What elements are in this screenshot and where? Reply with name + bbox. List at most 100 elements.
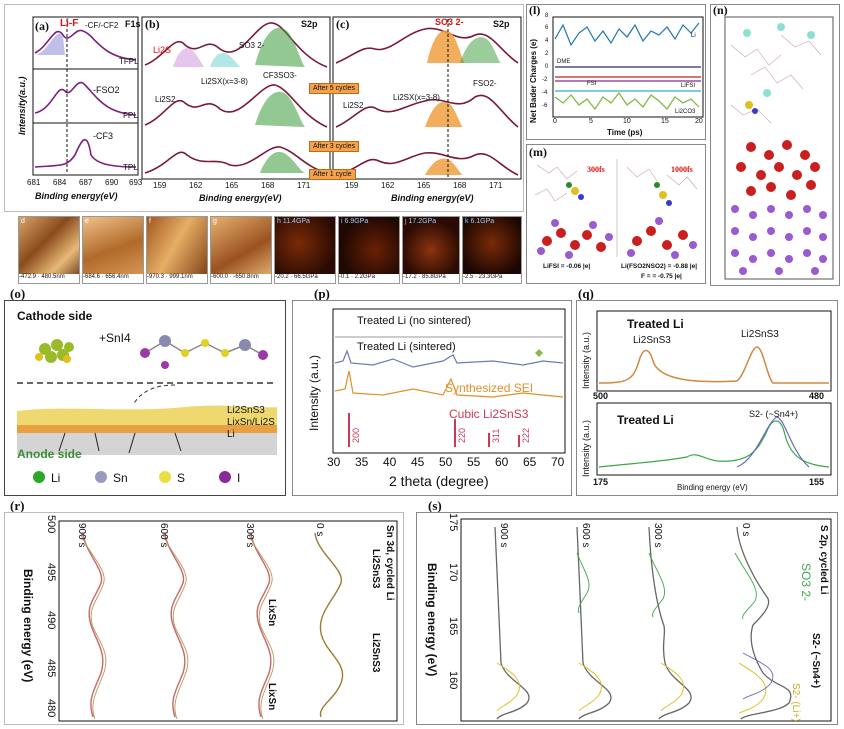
s-title: S 2p, cycled Li: [818, 525, 829, 595]
peak-cf3so3-label: CF3SO3-: [263, 71, 297, 80]
legend-sn: Sn: [113, 471, 128, 485]
afm-label-h: h 11.4GPa: [277, 218, 310, 225]
peak-lif-label: Li-F: [60, 18, 79, 29]
panel-l-ytick-2: 4: [545, 38, 549, 44]
q-bottom-title: Treated Li: [617, 413, 674, 427]
peak-so3-c-label: SO3 2-: [435, 17, 464, 27]
afm-scale-h: -20.2 · 66.5GPa: [275, 274, 335, 283]
s-time-0: 0 s: [740, 523, 751, 537]
s-ylabel: Binding energy (eV): [425, 563, 439, 677]
s-peak-so3: SO3 2-: [799, 563, 813, 602]
panel-b-xtick-1: 162: [189, 181, 203, 190]
xrd-ylabel: Intensity (a.u.): [307, 354, 321, 431]
xps-treated-graphics: [596, 310, 832, 476]
r-ytick-3: 485: [45, 659, 57, 678]
panel-s-label: (s): [428, 498, 442, 513]
legend-i: I: [237, 471, 241, 485]
panel-c-label: (c): [336, 17, 350, 31]
panel-c-xtick-2: 165: [417, 181, 431, 190]
s-ytick-2: 165: [447, 617, 459, 636]
afm-label-f: f: [149, 218, 151, 225]
xrd-xlabel: 2 theta (degree): [389, 473, 489, 489]
r-time-900: 900 s: [76, 523, 87, 548]
afm-image-j: j 17.2GPa -17.2 · 85.8GPa: [402, 216, 460, 284]
panel-m-label: (m): [529, 145, 547, 159]
q-bottom-xtick-0: 175: [593, 477, 609, 487]
sn3d-graphics: [58, 520, 398, 722]
xrd-trace-no-sinter: Treated Li (no sintered): [357, 315, 471, 327]
xrd-xtick-8: 70: [551, 455, 565, 469]
panel-p-label: (p): [314, 286, 330, 301]
panel-l-xtick-0: 0: [553, 118, 557, 125]
r-ytick-1: 495: [45, 563, 57, 582]
panel-a-xtick-2: 687: [79, 178, 93, 187]
r-time-600: 600 s: [158, 523, 169, 548]
panel-l-xlabel: Time (ps): [607, 128, 643, 137]
panel-l-ytick-3: 2: [545, 51, 549, 57]
q-ylabel-bottom: Intensity (a.u.): [581, 419, 591, 477]
md-caption-right: Li(FSO2NSO2) = -0.88 |e|: [621, 263, 698, 270]
md-slab-graphics: [724, 16, 834, 280]
r-title: Sn 3d, cycled Li: [384, 525, 395, 601]
panel-b-core: S2p: [301, 19, 318, 29]
xrd-xtick-1: 35: [355, 455, 369, 469]
md-snapshot-graphics: [534, 159, 698, 259]
s-peak-s2-li: S2- (Li+): [790, 683, 801, 722]
afm-image-i: i 6.9GPa -0.1 · 2.2GPa: [338, 216, 400, 284]
peak-li2s-label: Li2S: [153, 45, 172, 55]
bader-graphics: [552, 16, 704, 118]
s-ytick-1: 170: [447, 563, 459, 582]
panel-l-xtick-4: 20: [695, 118, 703, 125]
afm-image-d: d -472.9 · 480.5nm: [18, 216, 80, 284]
afm-label-d: d: [21, 218, 25, 225]
xrd-xtick-4: 50: [439, 455, 453, 469]
md-time-300: 300fs: [587, 165, 605, 174]
trace-fpl: FPL: [123, 111, 138, 120]
schematic-graphics: [17, 335, 277, 483]
xrd-xtick-2: 40: [383, 455, 397, 469]
layer-li2sns3: Li2SnS3: [227, 405, 265, 416]
series-li: Li: [691, 33, 696, 39]
afm-scale-k: -2.5 · 23.3GPa: [463, 274, 521, 283]
panel-l-xtick-1: 5: [589, 118, 593, 125]
panel-l-ylabel: Net Bader Charges (e): [529, 38, 538, 123]
panel-b-xtick-4: 171: [297, 181, 311, 190]
q-top-title: Treated Li: [627, 317, 684, 331]
cathode-side-label: Cathode side: [17, 309, 93, 323]
panel-c-xtick-0: 159: [345, 181, 359, 190]
md-slab-panel: (n): [710, 4, 840, 286]
afm-label-k: k 6.1GPa: [465, 218, 495, 225]
afm-label-j: j 17.2GPa: [405, 218, 437, 225]
legend-s: S: [177, 471, 186, 485]
panel-l-ytick-5: -2: [542, 77, 548, 83]
s2p-graphics: [460, 518, 832, 722]
afm-scale-e: -684.6 · 656.4nm: [83, 274, 143, 283]
panel-a-xtick-4: 693: [129, 178, 143, 187]
xrd-xtick-6: 60: [495, 455, 509, 469]
s-time-300: 300 s: [652, 523, 663, 548]
peak-li2sx-c-label: Li2SX(x=3-8): [393, 93, 440, 102]
s2p-depth-panel: 900 s 600 s 300 s 0 s S 2p, cycled Li SO…: [416, 512, 838, 725]
xrd-xtick-0: 30: [327, 455, 341, 469]
r-ylabel: Binding energy (eV): [21, 569, 35, 683]
afm-scale-i: -0.1 · 2.2GPa: [339, 274, 399, 283]
peak-cf-label: -CF/-CF2: [85, 21, 119, 30]
peak-so3-b-label: SO3 2-: [239, 41, 265, 50]
panel-b-xtick-0: 159: [153, 181, 167, 190]
panel-b-xlabel: Binding energy(eV): [199, 193, 282, 203]
panel-c-xtick-4: 171: [489, 181, 503, 190]
series-dme: DME: [557, 59, 571, 65]
peak-fso2-c-label: FSO2-: [473, 79, 497, 88]
panel-b-label: (b): [145, 17, 160, 31]
s-time-900: 900 s: [498, 523, 509, 548]
s-peak-s2-sn: S2- (~Sn4+): [810, 633, 821, 689]
xrd-xtick-7: 65: [523, 455, 537, 469]
xrd-trace-sei: Synthesized SEI: [445, 381, 534, 395]
panel-a-ylabel: Intensity(a.u.): [17, 76, 27, 135]
q-top-peak-2: Li2SnS3: [741, 329, 779, 340]
panel-l-ytick-7: -6: [542, 103, 548, 109]
xrd-peak-222: 222: [521, 427, 531, 443]
peak-li2sx-b-label: Li2SX(x=3-8): [201, 77, 248, 86]
panel-c-xlabel: Binding energy(eV): [391, 193, 474, 203]
r-peak-lixsn-bottom: LixSn: [266, 683, 277, 711]
